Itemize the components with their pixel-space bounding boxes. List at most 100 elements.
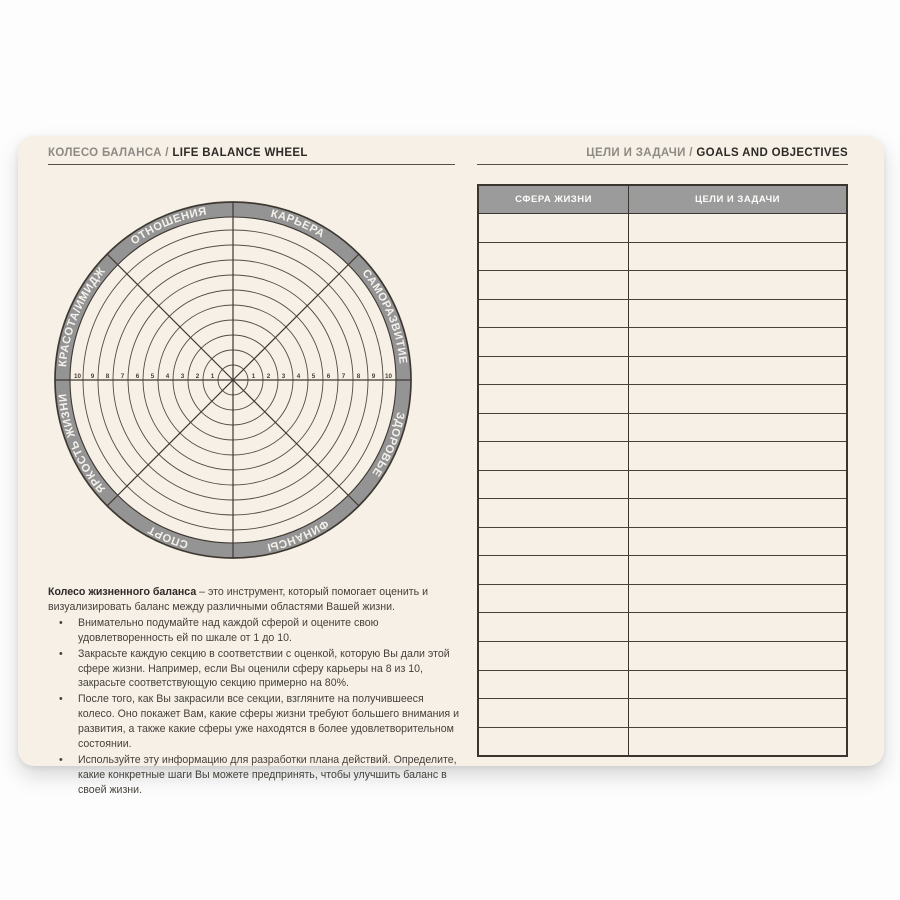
goals-cell <box>629 671 846 699</box>
column-header-life-sphere: СФЕРА ЖИЗНИ <box>479 186 629 213</box>
wheel-scale-number: 5 <box>312 373 316 380</box>
wheel-spoke <box>106 379 234 507</box>
goals-table: СФЕРА ЖИЗНИ ЦЕЛИ И ЗАДАЧИ <box>477 184 848 757</box>
life-sphere-cell <box>479 242 629 271</box>
wheel-spoke <box>106 253 234 381</box>
life-sphere-cell <box>479 499 629 527</box>
right-header-en: GOALS AND OBJECTIVES <box>696 147 848 159</box>
goals-table-row <box>479 442 846 471</box>
goals-cell <box>629 214 846 242</box>
goals-table-row <box>479 271 846 300</box>
goals-table-row <box>479 727 846 756</box>
instruction-bullet: Используйте эту информацию для разработк… <box>48 753 460 798</box>
goals-cell <box>629 528 846 556</box>
life-sphere-cell <box>479 413 629 442</box>
goals-table-header: СФЕРА ЖИЗНИ ЦЕЛИ И ЗАДАЧИ <box>479 186 846 214</box>
goals-table-row <box>479 299 846 329</box>
goals-table-row <box>479 584 846 614</box>
left-header-separator: / <box>161 147 173 159</box>
goals-cell <box>629 728 846 756</box>
goals-cell <box>629 642 846 670</box>
goals-cell <box>629 357 846 385</box>
wheel-spoke <box>232 379 360 507</box>
wheel-scale-number: 5 <box>151 373 155 380</box>
life-sphere-cell <box>479 328 629 356</box>
wheel-scale-number: 1 <box>252 373 256 380</box>
life-sphere-cell <box>479 727 629 756</box>
right-header-ru: ЦЕЛИ И ЗАДАЧИ <box>586 147 686 159</box>
wheel-scale-number: 7 <box>342 373 346 380</box>
goals-cell <box>629 471 846 499</box>
instructions-block: Колесо жизненного баланса – это инструме… <box>48 585 460 798</box>
life-sphere-cell <box>479 556 629 584</box>
right-page-header: ЦЕЛИ И ЗАДАЧИ / GOALS AND OBJECTIVES <box>477 147 848 165</box>
wheel-scale-number: 9 <box>91 373 95 380</box>
wheel-scale-number: 10 <box>385 373 393 380</box>
left-page-header: КОЛЕСО БАЛАНСА / LIFE BALANCE WHEEL <box>48 147 455 165</box>
goals-table-row <box>479 356 846 386</box>
wheel-scale-number: 8 <box>357 373 361 380</box>
instruction-bullet: После того, как Вы закрасили все секции,… <box>48 692 460 752</box>
goals-table-row <box>479 670 846 700</box>
wheel-scale-number: 4 <box>166 373 170 380</box>
instructions-lead: Колесо жизненного баланса – это инструме… <box>48 585 460 615</box>
goals-table-row <box>479 413 846 443</box>
goals-table-row <box>479 556 846 585</box>
instruction-bullet: Внимательно подумайте над каждой сферой … <box>48 616 460 646</box>
life-balance-wheel: 1 12 23 34 45 56 67 78 89 910 10КАРЬЕРАСАМОРАЗВИТИ… <box>54 201 412 559</box>
goals-table-body <box>479 214 846 756</box>
life-sphere-cell <box>479 584 629 613</box>
goals-table-row <box>479 527 846 557</box>
column-header-goals: ЦЕЛИ И ЗАДАЧИ <box>695 194 780 205</box>
instructions-lead-text: – это инструмент, который помогает оцени… <box>48 586 429 613</box>
goals-cell <box>629 243 846 271</box>
wheel-sector-label: ОТНОШЕНИЯ <box>129 205 208 247</box>
life-sphere-cell <box>479 299 629 328</box>
goals-cell <box>629 271 846 299</box>
goals-table-row <box>479 242 846 272</box>
goals-cell <box>629 442 846 470</box>
life-sphere-cell <box>479 442 629 470</box>
goals-cell <box>629 300 846 328</box>
wheel-scale-number: 9 <box>372 373 376 380</box>
wheel-spoke <box>232 253 360 381</box>
life-sphere-cell <box>479 214 629 242</box>
instructions-bullet-list: Внимательно подумайте над каждой сферой … <box>48 616 460 798</box>
goals-cell <box>629 385 846 413</box>
life-sphere-cell <box>479 641 629 670</box>
wheel-scale-number: 8 <box>106 373 110 380</box>
goals-table-row <box>479 385 846 414</box>
life-sphere-cell <box>479 699 629 727</box>
wheel-scale-number: 3 <box>282 373 286 380</box>
life-sphere-cell <box>479 613 629 641</box>
notebook-spread: КОЛЕСО БАЛАНСА / LIFE BALANCE WHEEL 1 1 2 2… <box>18 136 884 796</box>
wheel-scale-number: 6 <box>136 373 140 380</box>
wheel-scale-number: 3 <box>181 373 185 380</box>
life-sphere-cell <box>479 670 629 699</box>
wheel-scale-number: 6 <box>327 373 331 380</box>
life-sphere-cell <box>479 385 629 413</box>
goals-cell <box>629 499 846 527</box>
goals-cell <box>629 556 846 584</box>
goals-table-row <box>479 641 846 671</box>
goals-table-row <box>479 328 846 357</box>
life-sphere-cell <box>479 470 629 499</box>
goals-cell <box>629 613 846 641</box>
right-header-separator: / <box>685 147 697 159</box>
wheel-scale-number: 7 <box>121 373 125 380</box>
wheel-scale-number: 10 <box>74 373 82 380</box>
life-sphere-cell <box>479 356 629 385</box>
wheel-scale-number: 4 <box>297 373 301 380</box>
wheel-scale-number: 1 <box>211 373 215 380</box>
instruction-bullet: Закрасьте каждую секцию в соответствии с… <box>48 647 460 692</box>
goals-table-row <box>479 214 846 243</box>
goals-cell <box>629 328 846 356</box>
instructions-lead-title: Колесо жизненного баланса <box>48 586 197 598</box>
wheel-scale-number: 2 <box>196 373 200 380</box>
goals-table-row <box>479 470 846 500</box>
left-header-ru: КОЛЕСО БАЛАНСА <box>48 147 162 159</box>
life-sphere-cell <box>479 271 629 299</box>
goals-table-row <box>479 699 846 728</box>
wheel-scale-number: 2 <box>267 373 271 380</box>
